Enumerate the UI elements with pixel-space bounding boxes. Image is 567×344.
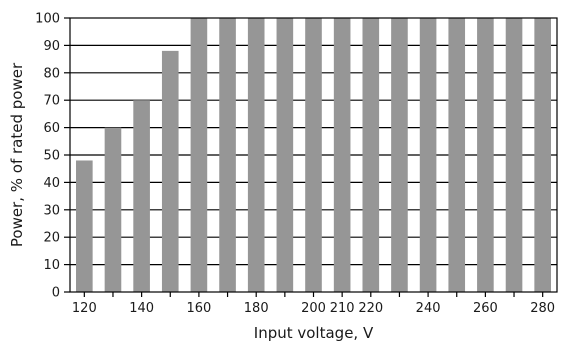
x-tick-label-180: 180 xyxy=(244,301,269,316)
x-tick-label-240: 240 xyxy=(416,301,441,316)
x-tick-label-120: 120 xyxy=(72,301,97,316)
y-axis-title: Power, % of rated power xyxy=(8,62,26,247)
bar-220 xyxy=(362,18,380,292)
bar-230 xyxy=(391,18,408,292)
bar-200 xyxy=(305,18,322,292)
axis-ticks xyxy=(64,17,544,297)
bar-120 xyxy=(76,160,93,292)
x-tick-labels: 120 140 160 180 200 210 220 240 260 280 xyxy=(72,301,555,316)
x-tick-label-210: 210 xyxy=(330,301,355,316)
y-tick-label-0: 0 xyxy=(52,286,60,301)
bar-250 xyxy=(448,18,466,292)
y-tick-label-80: 80 xyxy=(43,66,60,81)
y-tick-label-90: 90 xyxy=(43,39,60,54)
bar-210 xyxy=(333,18,351,292)
x-tick-label-260: 260 xyxy=(473,301,498,316)
bars xyxy=(76,18,551,292)
y-tick-label-20: 20 xyxy=(43,231,60,246)
bar-170 xyxy=(219,18,236,292)
bar-160 xyxy=(190,18,208,292)
x-axis-title: Input voltage, V xyxy=(254,324,374,342)
y-tick-label-100: 100 xyxy=(35,12,60,27)
x-tick-label-140: 140 xyxy=(129,301,154,316)
y-tick-label-40: 40 xyxy=(43,176,60,191)
y-tick-label-50: 50 xyxy=(43,149,60,164)
bar-130 xyxy=(104,127,122,292)
x-tick-label-200: 200 xyxy=(301,301,326,316)
y-tick-label-60: 60 xyxy=(43,121,60,136)
bar-190 xyxy=(276,18,294,292)
bar-150 xyxy=(161,50,179,292)
bar-260 xyxy=(477,18,494,292)
bar-140 xyxy=(133,100,150,292)
y-tick-labels: 0 10 20 30 40 50 60 70 80 90 100 xyxy=(35,12,60,301)
bar-270 xyxy=(505,18,523,292)
x-tick-label-160: 160 xyxy=(186,301,211,316)
bar-240 xyxy=(419,18,437,292)
bar-180 xyxy=(247,18,265,292)
x-tick-label-220: 220 xyxy=(358,301,383,316)
bar-280 xyxy=(534,18,551,292)
y-tick-label-10: 10 xyxy=(43,258,60,273)
y-tick-label-30: 30 xyxy=(43,203,60,218)
y-tick-label-70: 70 xyxy=(43,94,60,109)
x-tick-label-280: 280 xyxy=(530,301,555,316)
